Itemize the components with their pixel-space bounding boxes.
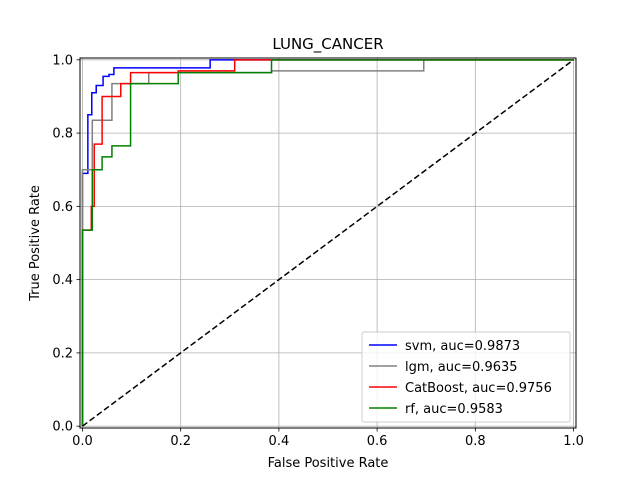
- plot-frame: [79, 57, 577, 429]
- roc-curve-4: [81, 59, 574, 427]
- y-tick-label: 0.6: [52, 200, 73, 215]
- y-tick-label: 1.0: [52, 53, 73, 68]
- legend-label: CatBoost, auc=0.9756: [405, 381, 552, 396]
- x-tick-label: 1.0: [563, 434, 584, 449]
- legend-label: lgm, auc=0.9635: [405, 360, 518, 375]
- legend-label: rf, auc=0.9583: [405, 402, 503, 417]
- x-tick-label: 0.6: [367, 434, 388, 449]
- legend-label: svm, auc=0.9873: [405, 339, 520, 354]
- y-tick-label: 0.2: [52, 346, 73, 361]
- y-tick-label: 0.4: [52, 273, 73, 288]
- x-tick-label: 0.2: [170, 434, 191, 449]
- roc-curve-1: [81, 59, 574, 427]
- y-axis-title: True Positive Rate: [28, 185, 43, 302]
- x-tick-label: 0.4: [269, 434, 290, 449]
- plot-lines: [81, 59, 574, 427]
- x-tick-label: 0.0: [72, 434, 93, 449]
- x-tick-label: 0.8: [465, 434, 486, 449]
- chance-diagonal-line: [82, 59, 574, 427]
- legend: svm, auc=0.9873 lgm, auc=0.9635 CatBoost, …: [361, 331, 571, 423]
- roc-curve-3: [81, 59, 574, 427]
- chart-title: LUNG_CANCER: [272, 35, 383, 54]
- axis-ticks: 0.0 0.2 0.4 0.6 0.8 1.0 0.0 0.2 0.4 0.6 0.8 1.0: [52, 53, 584, 449]
- legend-box: [361, 331, 571, 423]
- x-axis-title: False Positive Rate: [268, 456, 389, 471]
- y-tick-label: 0.8: [52, 127, 73, 142]
- grid: [80, 58, 576, 428]
- y-tick-label: 0.0: [52, 420, 73, 435]
